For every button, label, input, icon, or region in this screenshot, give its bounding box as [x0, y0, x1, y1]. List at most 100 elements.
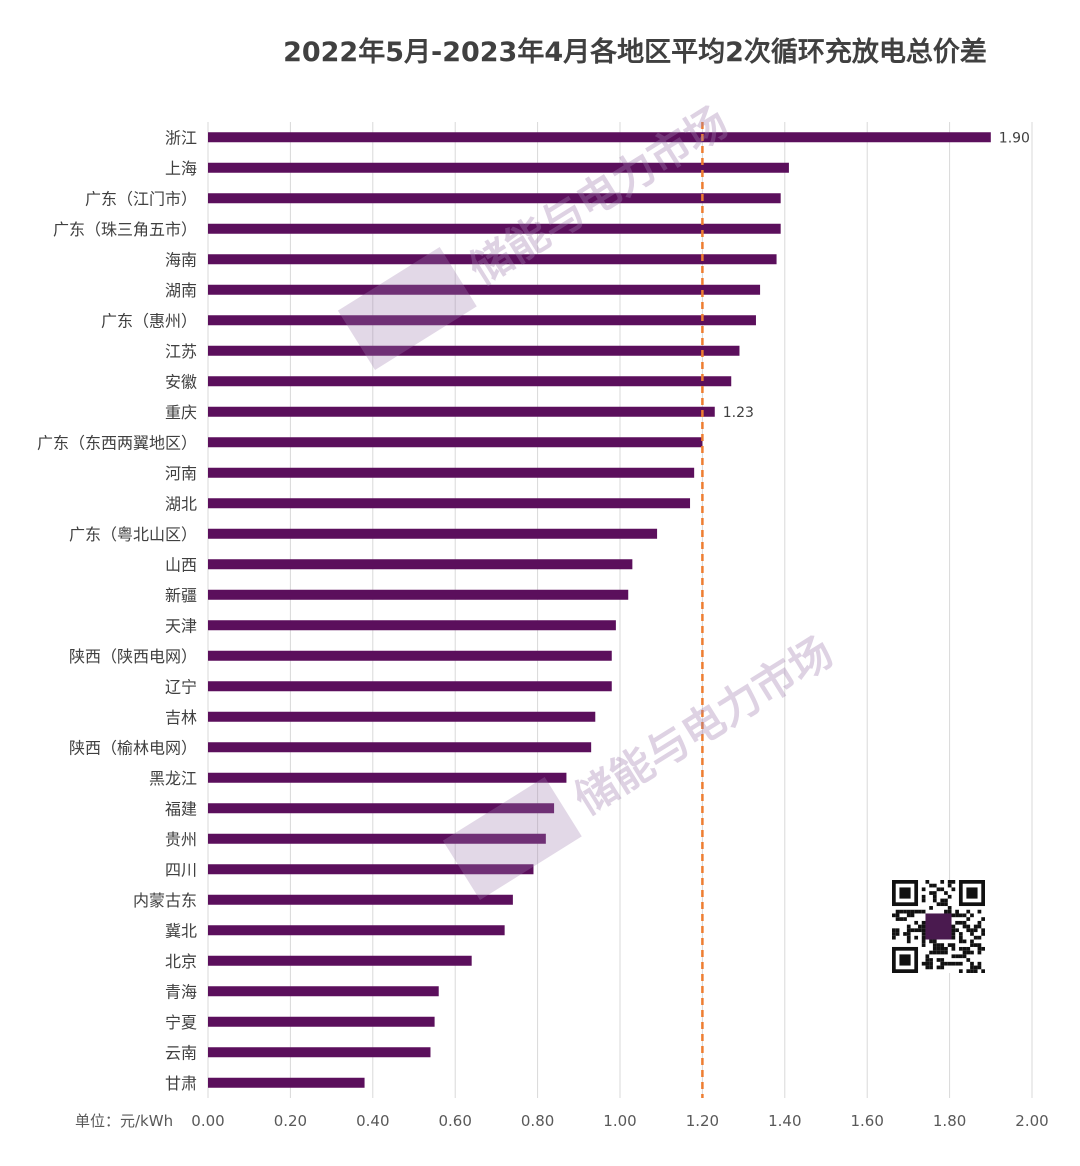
qr-module: [910, 913, 915, 918]
qr-module: [951, 961, 956, 966]
bar: [208, 1047, 431, 1058]
qr-module: [914, 928, 919, 933]
category-label: 湖南: [165, 281, 197, 300]
qr-module: [958, 946, 963, 951]
qr-module: [921, 920, 926, 925]
qr-module: [914, 935, 919, 940]
category-label: 上海: [165, 159, 197, 178]
category-label: 四川: [165, 860, 197, 879]
category-label: 冀北: [165, 921, 197, 940]
bar: [208, 925, 505, 936]
qr-module: [921, 943, 926, 947]
bar: [208, 955, 472, 966]
qr-module: [966, 950, 971, 955]
qr-module: [892, 928, 896, 933]
qr-module: [958, 961, 963, 966]
qr-module: [958, 920, 963, 925]
bar: [208, 650, 612, 661]
bar: [208, 315, 756, 326]
qr-module: [955, 928, 959, 933]
qr-module: [947, 883, 952, 888]
qr-module: [892, 935, 896, 940]
bar: [208, 772, 567, 783]
qr-module: [973, 969, 978, 973]
qr-module: [973, 965, 978, 970]
x-tick-label: 0.80: [521, 1112, 554, 1130]
qr-finder-core: [966, 887, 978, 899]
qr-module: [977, 935, 982, 940]
qr-module: [977, 961, 982, 966]
qr-module: [951, 887, 956, 892]
qr-module: [940, 961, 945, 966]
category-label: 内蒙古东: [133, 891, 197, 910]
category-label: 甘肃: [165, 1074, 197, 1093]
qr-module: [929, 906, 933, 910]
qr-module: [970, 969, 974, 973]
qr-module: [925, 954, 930, 959]
category-label: 广东（江门市）: [85, 189, 197, 208]
category-label: 河南: [165, 464, 197, 483]
qr-module: [929, 950, 933, 955]
bar: [208, 284, 761, 295]
bar: [208, 162, 789, 173]
qr-module: [944, 902, 948, 907]
qr-module: [955, 920, 959, 925]
qr-module: [936, 950, 941, 955]
qr-module: [918, 924, 922, 929]
x-tick-label: 0.40: [356, 1112, 389, 1130]
qr-module: [958, 935, 963, 940]
qr-module: [921, 894, 926, 899]
qr-module: [951, 880, 956, 884]
qr-module: [951, 946, 956, 951]
bar: [208, 986, 439, 997]
category-label: 青海: [165, 982, 197, 1001]
category-label: 重庆: [165, 403, 197, 422]
bar: [208, 620, 616, 631]
qr-module: [962, 913, 967, 918]
qr-module: [966, 924, 971, 929]
bar: [208, 132, 991, 143]
data-label: 1.23: [723, 405, 754, 421]
qr-module: [895, 928, 900, 933]
qr-module: [977, 909, 982, 914]
bar: [208, 681, 612, 692]
category-label: 海南: [165, 250, 197, 269]
qr-module: [958, 939, 963, 944]
qr-module: [973, 943, 978, 947]
qr-module: [955, 909, 959, 914]
bar: [208, 833, 546, 844]
qr-module: [962, 946, 967, 951]
qr-module: [944, 961, 948, 966]
qr-module: [910, 928, 915, 933]
qr-module: [921, 961, 926, 966]
qr-module: [962, 950, 967, 955]
qr-module: [921, 909, 926, 914]
qr-module: [921, 898, 926, 903]
qr-module: [944, 946, 948, 951]
qr-module: [962, 954, 967, 959]
bar: [208, 1016, 435, 1027]
qr-module: [940, 950, 945, 955]
bar: [208, 711, 596, 722]
qr-module: [903, 909, 907, 914]
qr-module: [947, 880, 952, 884]
qr-module: [944, 891, 948, 895]
category-label: 辽宁: [165, 677, 197, 696]
bar: [208, 406, 715, 417]
qr-module: [940, 887, 945, 892]
x-tick-label: 2.00: [1015, 1112, 1048, 1130]
qr-module: [951, 935, 956, 940]
qr-module: [892, 932, 896, 936]
qr-module: [970, 932, 974, 936]
qr-module: [947, 961, 952, 966]
bar: [208, 498, 691, 509]
x-tick-label: 0.20: [274, 1112, 307, 1130]
qr-module: [951, 913, 956, 918]
qr-module: [973, 928, 978, 933]
category-label: 山西: [165, 555, 197, 574]
qr-module: [981, 928, 985, 933]
x-tick-label: 1.80: [933, 1112, 966, 1130]
qr-module: [906, 939, 911, 944]
qr-module: [955, 961, 959, 966]
qr-module: [906, 909, 911, 914]
